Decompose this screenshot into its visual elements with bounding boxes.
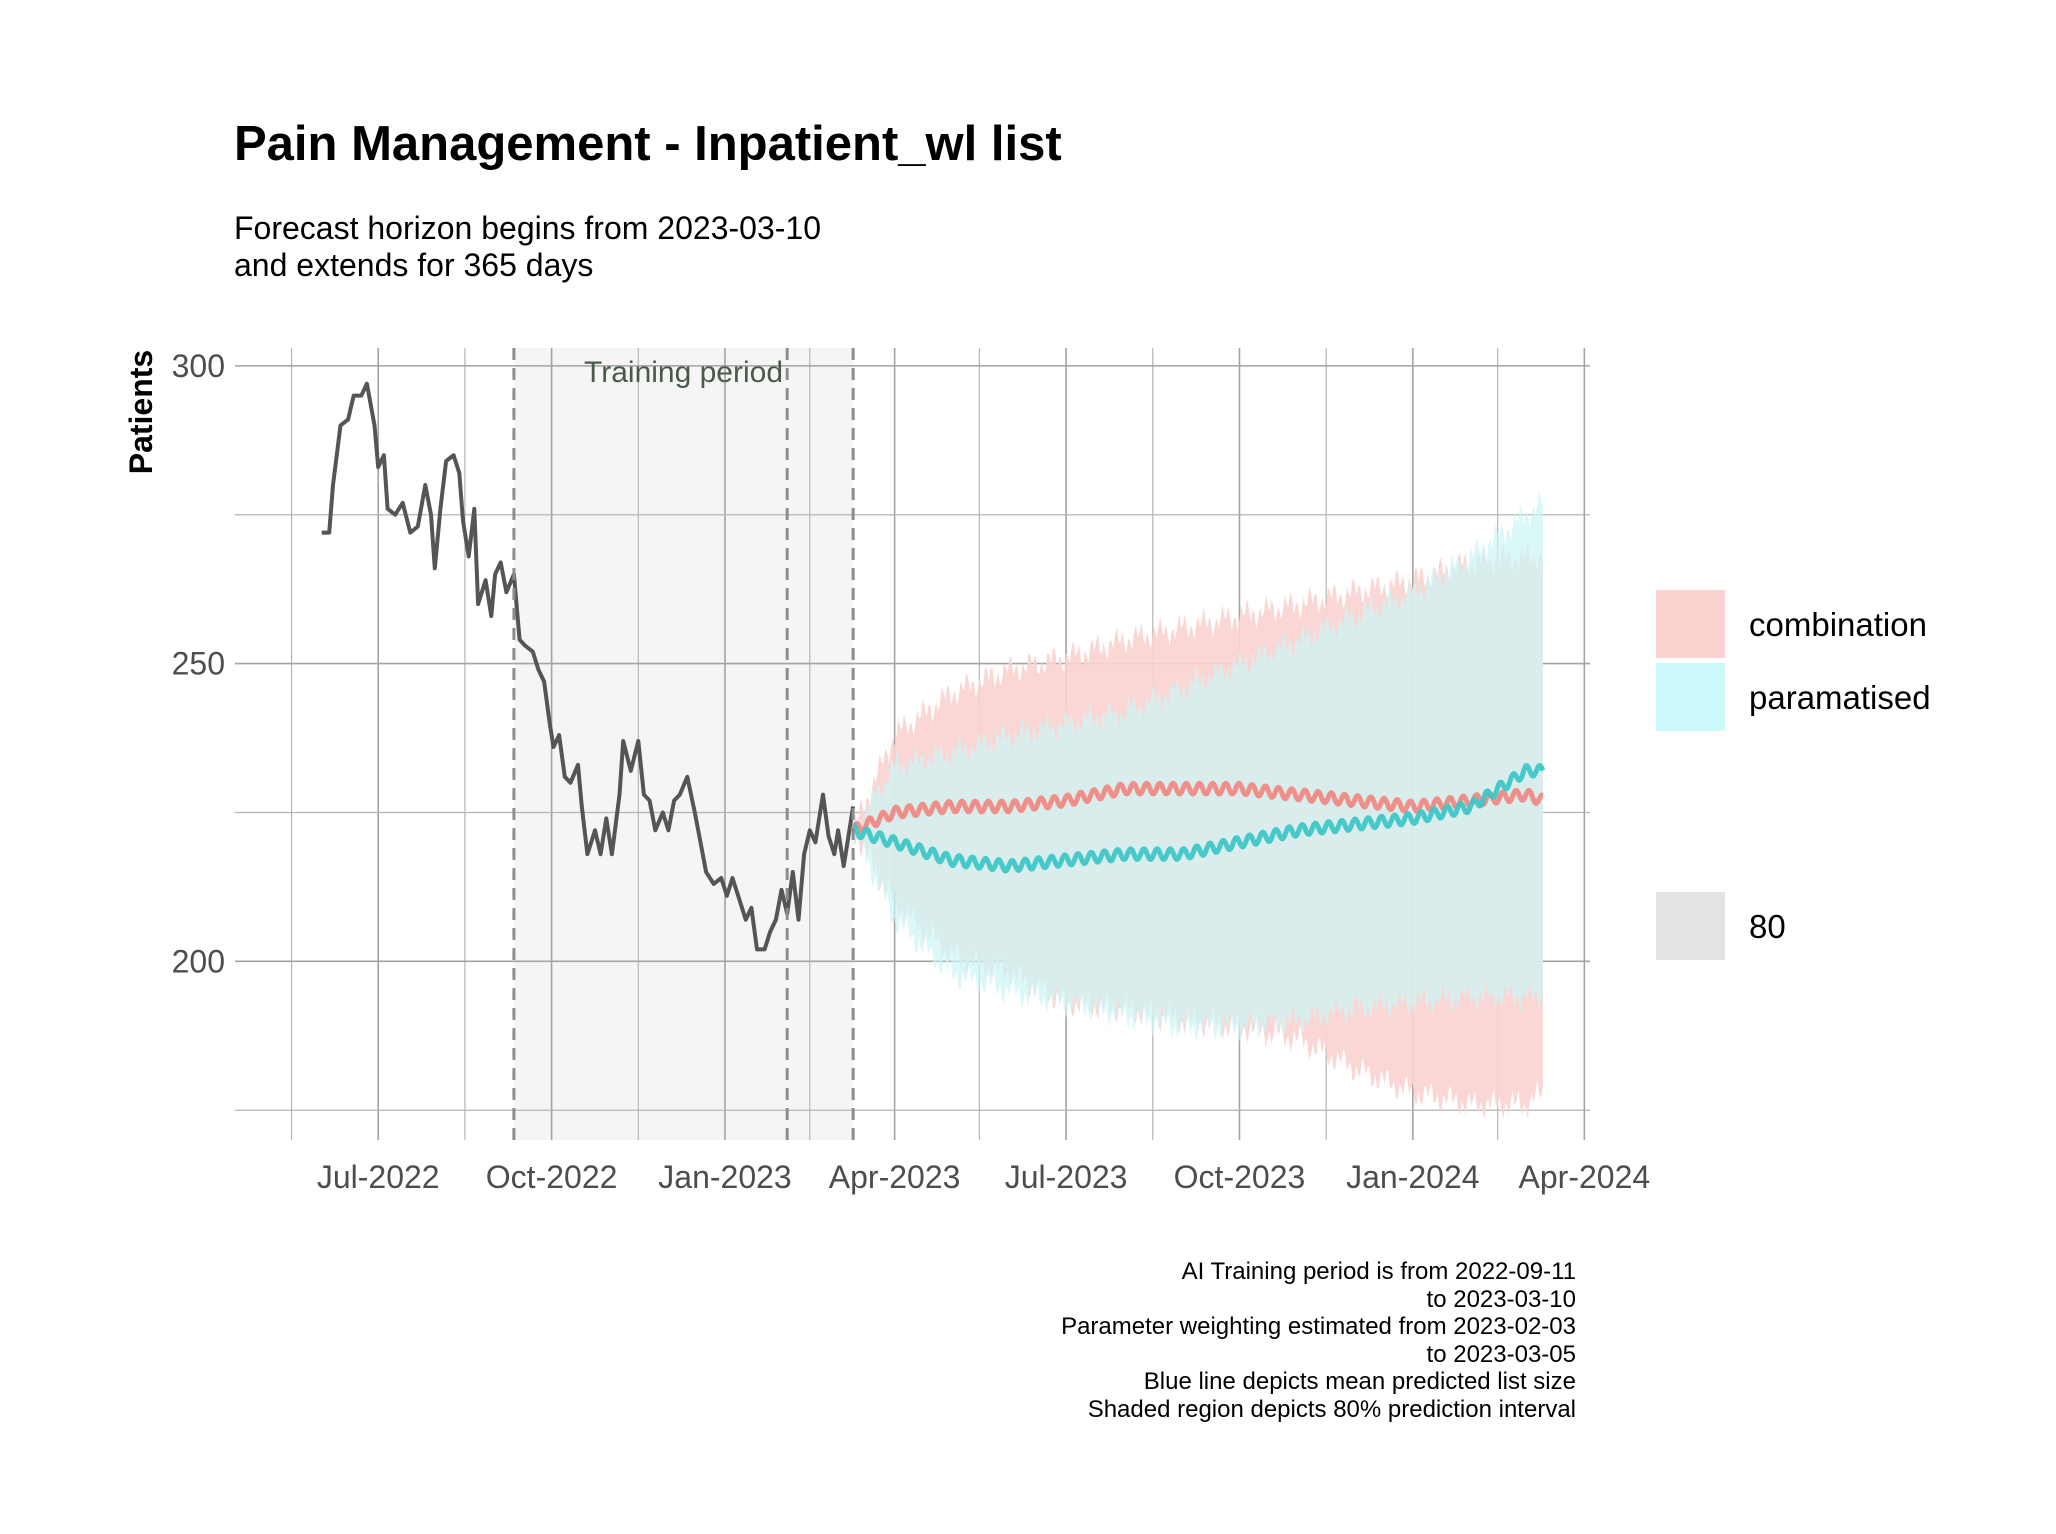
x-tick-label: Jan-2024 <box>1346 1159 1479 1195</box>
legend-label: paramatised <box>1749 679 1931 716</box>
caption-line: to 2023-03-05 <box>1426 1340 1576 1368</box>
y-tick-label: 300 <box>172 348 225 384</box>
prediction-interval-bands <box>853 489 1543 1120</box>
axis-labels: Jul-2022 Oct-2022 Jan-2023 Apr-2023 Jul-2023… <box>123 348 1650 1195</box>
training-period-label: Training period <box>584 356 783 389</box>
chart-subtitle: Forecast horizon begins from 2023-03-10 … <box>234 210 821 283</box>
y-tick-label: 200 <box>172 943 225 979</box>
legend-key-combination <box>1656 590 1725 658</box>
x-tick-label: Oct-2023 <box>1174 1159 1306 1195</box>
x-tick-label: Apr-2023 <box>829 1159 961 1195</box>
x-tick-label: Jul-2022 <box>317 1159 440 1195</box>
caption-line: to 2023-03-10 <box>1426 1285 1576 1313</box>
x-tick-label: Jul-2023 <box>1005 1159 1128 1195</box>
legend-label: 80 <box>1749 908 1786 945</box>
x-tick-label: Jan-2023 <box>658 1159 791 1195</box>
legend-key-interval <box>1656 892 1725 960</box>
mean-line-paramatised <box>851 763 1546 874</box>
x-tick-label: Apr-2024 <box>1519 1159 1651 1195</box>
legend-label: combination <box>1749 606 1927 643</box>
caption-line: Parameter weighting estimated from 2023-… <box>1061 1313 1576 1340</box>
interval-band-paramatised <box>853 489 1543 1043</box>
training-period-shade <box>513 348 854 1140</box>
caption-line: AI Training period is from 2022-09-11 <box>1181 1258 1576 1285</box>
chart-caption: AI Training period is from 2022-09-11 to… <box>876 1258 1576 1423</box>
training-period-shading-layer <box>513 348 854 1140</box>
x-tick-label: Oct-2022 <box>486 1159 618 1195</box>
caption-line: Shaded region depicts 80% prediction int… <box>1087 1395 1576 1423</box>
legend-key-paramatised <box>1656 663 1725 731</box>
y-axis-title: Patients <box>123 350 159 474</box>
caption-line: Blue line depicts mean predicted list si… <box>1143 1368 1576 1395</box>
legend: combination paramatised 80 <box>1656 590 1931 960</box>
chart-title: Pain Management - Inpatient_wl list <box>234 117 1062 171</box>
observed-line <box>321 381 856 952</box>
mean-line-combination <box>850 780 1545 834</box>
y-tick-label: 250 <box>172 646 225 682</box>
series-lines <box>321 381 1546 952</box>
period-markers: Training period <box>512 348 855 1140</box>
